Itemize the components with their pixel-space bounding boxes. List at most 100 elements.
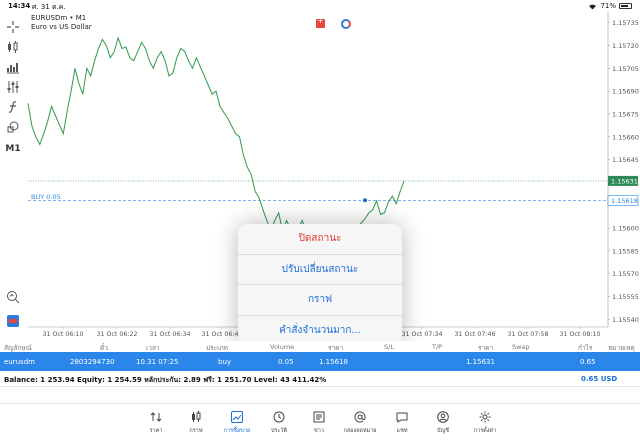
total-profit: 0.65 USD	[581, 375, 618, 383]
tab-chat[interactable]: แชท	[382, 409, 422, 435]
settings-sliders-tool[interactable]	[4, 78, 22, 96]
tab-settings-label: การตั้งค่า	[473, 428, 497, 434]
tab-quotes-label: ราคา	[149, 428, 163, 434]
balance-summary: Balance: 1 253.94 Equity: 1 254.59 หลักป…	[0, 371, 640, 387]
status-bar: 14:34 ศ. 31 ต.ค. 71%	[0, 0, 640, 12]
function-tool[interactable]	[4, 98, 22, 116]
sliders-icon	[7, 81, 19, 93]
row-type: buy	[218, 358, 232, 366]
buy-order-label: BUY 0.05	[31, 193, 61, 201]
crosshair-icon	[7, 21, 19, 33]
y-tick-label: 1.15675	[612, 110, 639, 118]
settings-gear-icon	[479, 411, 491, 423]
one-click-tool[interactable]	[4, 312, 22, 330]
tab-charts-label: กราฟ	[189, 428, 203, 434]
current-price-tag-bg	[608, 175, 638, 186]
status-time: 14:34	[8, 2, 31, 10]
tab-settings[interactable]: การตั้งค่า	[465, 409, 505, 435]
account-user-icon	[437, 411, 449, 423]
y-tick-label: 1.15555	[612, 293, 639, 301]
close-position-menu-item[interactable]: ปิดสถานะ	[238, 224, 402, 255]
x-tick-label: 31 Oct 06:46	[201, 331, 242, 338]
y-tick-label: 1.15720	[612, 42, 639, 50]
x-tick-label: 31 Oct 07:34	[401, 331, 442, 338]
bottom-tab-bar: ราคา กราฟ การซื้อขาย ประวัติ ข่าว กล่องจ…	[0, 403, 640, 447]
tab-charts[interactable]: กราฟ	[176, 409, 216, 435]
tab-trade[interactable]: การซื้อขาย	[217, 409, 257, 435]
y-tick-label: 1.15705	[612, 65, 639, 73]
candles-icon	[192, 411, 201, 422]
col-ticket[interactable]: ตั๋ว	[100, 344, 108, 352]
chat-bubble-icon	[396, 412, 408, 423]
tab-account-label: บัญชี	[437, 428, 449, 434]
candlestick-icon	[8, 41, 18, 53]
col-swap[interactable]: Swap	[512, 343, 530, 351]
tab-quotes[interactable]: ราคา	[136, 409, 176, 435]
col-tp[interactable]: T/P	[432, 343, 443, 351]
indicators-tool[interactable]	[4, 58, 22, 76]
battery-icon	[619, 3, 632, 9]
y-tick-label: 1.15600	[612, 225, 639, 233]
tab-history[interactable]: ประวัติ	[259, 409, 299, 435]
x-tick-label: 31 Oct 06:22	[96, 331, 137, 338]
quick-buy-button[interactable]	[341, 19, 351, 29]
one-click-trading-icon	[7, 315, 19, 327]
col-symbol[interactable]: สัญลักษณ์	[4, 344, 32, 352]
tab-mailbox-label: กล่องจดหมาย	[343, 428, 377, 434]
x-tick-label: 31 Oct 08:10	[559, 331, 600, 338]
crosshair-tool[interactable]	[4, 18, 22, 36]
x-tick-label: 31 Oct 06:10	[42, 331, 83, 338]
row-time: 10.31 07:25	[136, 358, 179, 366]
timeframe-button[interactable]: M1	[4, 140, 22, 158]
shapes-icon	[7, 121, 19, 133]
col-volume[interactable]: Volume	[270, 343, 295, 351]
tab-news[interactable]: ข่าว	[299, 409, 339, 435]
chart-symbol-description: Euro vs US Dollar	[31, 23, 92, 31]
current-price-tag: 1.15631	[611, 177, 638, 185]
col-profit[interactable]: กำไร	[578, 344, 593, 352]
col-type[interactable]: ประเภท	[206, 344, 228, 352]
row-open-price: 1.15618	[319, 358, 348, 366]
position-row[interactable]: eurusdm 2803294730 10.31 07:25 buy 0.05 …	[0, 352, 640, 371]
chart-type-tool[interactable]	[4, 38, 22, 56]
chart-menu-item[interactable]: กราฟ	[238, 285, 402, 316]
entry-point-marker	[363, 198, 367, 203]
col-price[interactable]: ราคา	[328, 344, 344, 352]
row-volume: 0.05	[278, 358, 294, 366]
trade-level-tool[interactable]	[4, 288, 22, 306]
col-current-price[interactable]: ราคา	[478, 344, 494, 352]
chart-symbol: EURUSDm • M1	[31, 14, 87, 22]
wifi-icon	[589, 4, 597, 9]
order-price-tag: 1.15618	[611, 197, 638, 205]
row-symbol: eurusdm	[4, 358, 35, 366]
quick-sell-button[interactable]	[316, 16, 325, 28]
bar-indicator-icon	[7, 63, 19, 74]
tab-account[interactable]: บัญชี	[423, 409, 463, 435]
col-sl[interactable]: S/L	[384, 343, 394, 351]
y-tick-label: 1.15585	[612, 247, 639, 255]
col-time[interactable]: เวลา	[146, 344, 160, 352]
tab-news-label: ข่าว	[314, 428, 324, 434]
y-tick-label: 1.15690	[612, 88, 639, 96]
news-icon	[313, 411, 325, 423]
y-tick-label: 1.15570	[612, 270, 639, 278]
bulk-operations-menu-item[interactable]: คำสั่งจำนวนมาก...	[279, 325, 361, 337]
y-tick-label: 1.15645	[612, 156, 639, 164]
position-context-menu: ปิดสถานะ ปรับเปลี่ยนสถานะ กราฟ คำสั่งจำน…	[238, 224, 402, 346]
trade-chart-icon	[231, 411, 243, 423]
chart-toolbar: M1	[0, 14, 26, 334]
tab-history-label: ประวัติ	[270, 428, 288, 434]
col-comment[interactable]: หมายเหตุ	[608, 344, 635, 352]
tab-mailbox[interactable]: กล่องจดหมาย	[340, 409, 380, 435]
y-tick-label: 1.15660	[612, 133, 639, 141]
modify-position-menu-item[interactable]: ปรับเปลี่ยนสถานะ	[238, 255, 402, 285]
objects-tool[interactable]	[4, 118, 22, 136]
x-tick-label: 31 Oct 06:34	[149, 331, 190, 338]
balance-text: Balance: 1 253.94 Equity: 1 254.59 หลักป…	[4, 376, 327, 384]
function-f-icon	[8, 101, 17, 113]
price-series-line	[27, 36, 405, 245]
history-clock-icon	[273, 411, 285, 423]
tab-chat-label: แชท	[396, 428, 408, 434]
x-tick-label: 31 Oct 07:46	[454, 331, 495, 338]
